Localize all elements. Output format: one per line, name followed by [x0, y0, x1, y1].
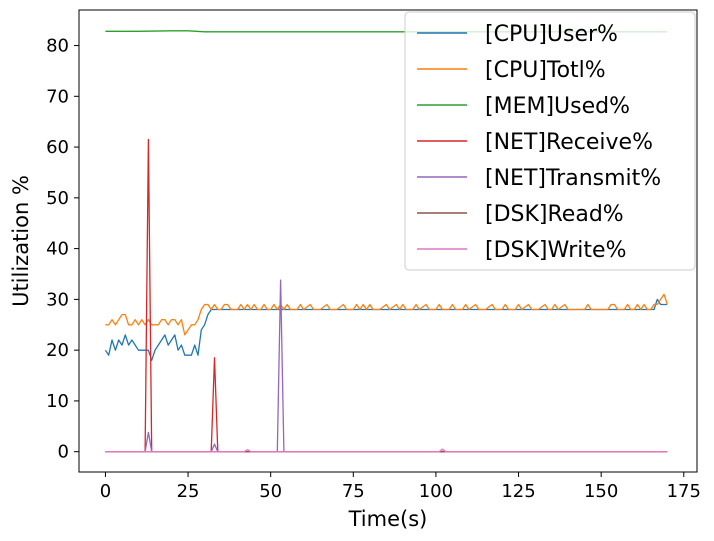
y-tick-label: 60	[46, 137, 69, 158]
x-tick-label: 150	[584, 481, 618, 502]
legend-label: [NET]Receive%	[485, 130, 653, 155]
plot-lines	[104, 30, 668, 453]
y-tick-label: 30	[46, 289, 69, 310]
legend-label: [CPU]User%	[485, 22, 618, 47]
y-tick-label: 20	[46, 340, 69, 361]
x-tick-label: 175	[667, 481, 701, 502]
x-tick-label: 100	[419, 481, 453, 502]
y-axis-title: Utilization %	[9, 175, 33, 307]
x-tick-label: 25	[177, 481, 200, 502]
series-line-0	[104, 298, 668, 361]
y-tick-label: 10	[46, 391, 69, 412]
y-axis-ticks: 0 10 20 30 40 50 60 70 80	[46, 36, 79, 463]
series-line-4	[105, 279, 668, 453]
x-tick-label: 50	[259, 481, 282, 502]
series-line-1	[105, 293, 668, 336]
y-tick-label: 40	[46, 239, 69, 260]
y-tick-label: 80	[46, 36, 69, 57]
y-tick-label: 50	[46, 188, 69, 209]
x-tick-label: 125	[501, 481, 535, 502]
legend-label: [NET]Transmit%	[485, 166, 661, 191]
legend-label: [DSK]Write%	[485, 238, 627, 263]
x-tick-label: 75	[342, 481, 365, 502]
legend: [CPU]User% [CPU]Totl% [MEM]Used% [NET]Recei…	[404, 11, 696, 271]
series-line-6	[105, 448, 668, 453]
x-tick-label: 0	[100, 481, 111, 502]
legend-label: [DSK]Read%	[485, 202, 624, 227]
plot-frame	[78, 9, 698, 473]
y-tick-label: 70	[46, 86, 69, 107]
x-axis-title: Time(s)	[348, 507, 428, 531]
legend-box	[404, 11, 696, 271]
y-tick-label: 0	[58, 442, 69, 463]
x-axis-ticks: 0 25 50 75 100 125 150 175	[100, 472, 701, 502]
legend-label: [MEM]Used%	[485, 94, 630, 119]
legend-label: [CPU]Totl%	[485, 58, 606, 83]
